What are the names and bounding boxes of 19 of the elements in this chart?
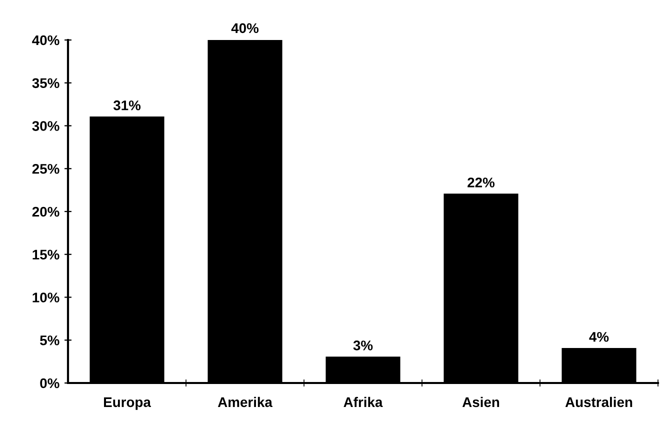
y-tick-label: 0%	[40, 378, 60, 388]
y-tick-label: 30%	[32, 121, 60, 131]
x-tick-label: Afrika	[344, 396, 383, 408]
x-tick-label: Europa	[104, 397, 152, 410]
x-tick-label: Australien	[565, 396, 632, 408]
data-label: 3%	[353, 340, 373, 350]
y-tick-label: 35%	[32, 78, 60, 88]
y-tick-label: 15%	[32, 250, 60, 260]
x-tick-label: Asien	[462, 396, 500, 408]
y-tick-label: 10%	[32, 292, 60, 302]
data-label: 40%	[231, 23, 259, 34]
y-tick-label: 5%	[40, 335, 60, 346]
data-label: 22%	[468, 178, 495, 188]
data-label: 4%	[589, 332, 609, 342]
y-tick-label: 20%	[32, 206, 60, 217]
data-label: 31%	[113, 100, 141, 110]
y-tick-label: 40%	[32, 35, 60, 46]
x-tick-label: Amerika	[218, 396, 272, 408]
y-tick-label: 25%	[32, 164, 60, 174]
